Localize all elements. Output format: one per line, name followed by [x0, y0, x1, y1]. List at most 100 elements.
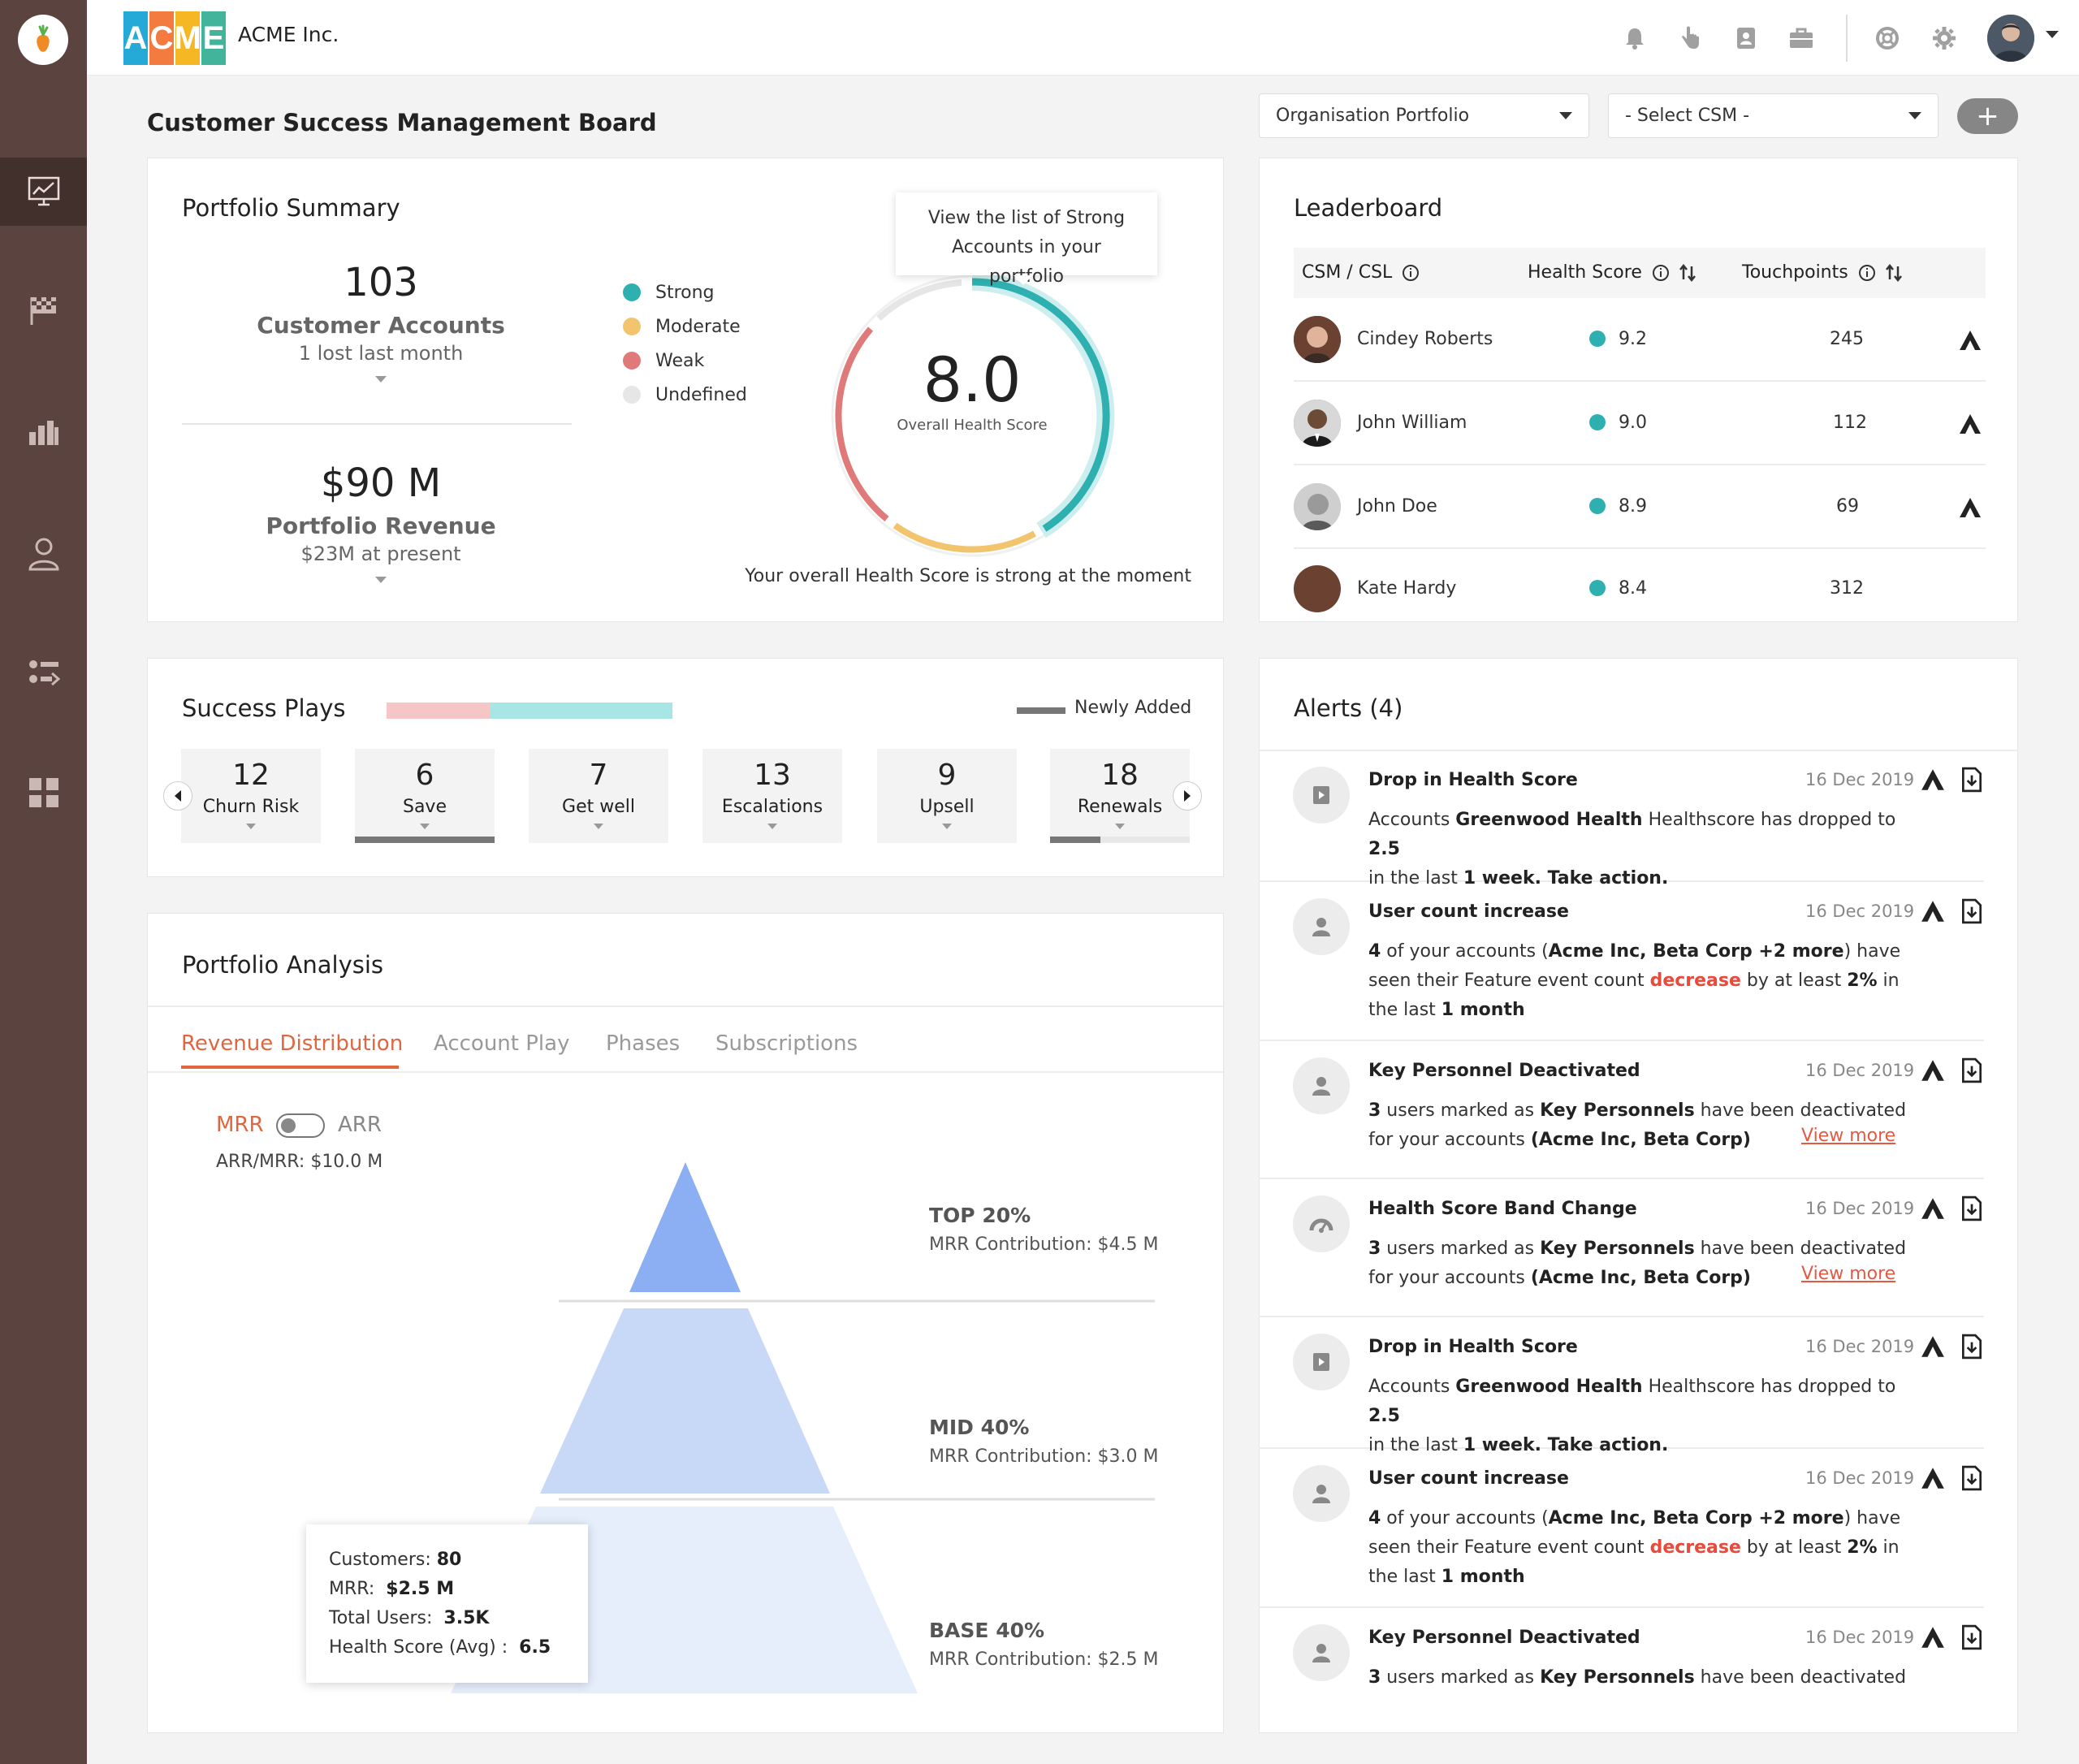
toggle-arr-label[interactable]: ARR [338, 1113, 382, 1137]
alert-item[interactable]: Drop in Health Score 16 Dec 2019 Account… [1259, 750, 1985, 888]
tab-revenue-distribution[interactable]: Revenue Distribution [181, 1031, 404, 1056]
add-button[interactable]: + [1957, 98, 2018, 134]
alert-emphasis: 1 month [1441, 1567, 1525, 1587]
score-dot [1589, 414, 1606, 430]
portfolio-button[interactable] [1786, 23, 1817, 54]
carrot-logo[interactable] [18, 15, 68, 65]
alert-date: 16 Dec 2019 [1805, 1061, 1915, 1080]
download-icon[interactable] [1959, 1624, 1985, 1650]
tab-account-play[interactable]: Account Play [434, 1031, 570, 1056]
assign-icon[interactable] [1920, 1057, 1946, 1083]
chevron-right-icon [1184, 790, 1191, 802]
accounts-summary[interactable]: 103 Customer Accounts 1 lost last month [182, 260, 580, 383]
play-tile-churn-risk[interactable]: 12 Churn Risk [181, 749, 321, 843]
alert-item[interactable]: User count increase 16 Dec 2019 4 of you… [1259, 882, 1984, 1041]
leaderboard-row[interactable]: Kate Hardy 8.4 312 [1294, 549, 1986, 621]
assign-icon[interactable] [1920, 767, 1946, 793]
legend-item[interactable]: Undefined [623, 378, 747, 412]
profile-caret-icon[interactable] [2046, 31, 2059, 38]
sidebar-item-milestones[interactable] [0, 276, 87, 344]
info-icon[interactable] [1402, 264, 1420, 282]
legend-label: Weak [655, 350, 705, 371]
alert-item[interactable]: Key Personnel Deactivated 16 Dec 2019 3 … [1259, 1608, 1984, 1706]
assign-icon[interactable] [1920, 898, 1946, 924]
sidebar-item-reports[interactable] [0, 398, 87, 466]
tile-label: Upsell [919, 797, 975, 817]
assign-icon[interactable] [1920, 1465, 1946, 1491]
toggle-mrr-label[interactable]: MRR [216, 1113, 264, 1137]
portfolio-select[interactable]: Organisation Portfolio [1259, 93, 1589, 138]
view-more-link[interactable]: View more [1801, 1264, 1896, 1284]
touch-button[interactable] [1675, 23, 1705, 54]
assign-icon[interactable] [1920, 1334, 1946, 1360]
leaderboard-row[interactable]: John William 9.0 112 [1294, 382, 1986, 465]
sidebar-item-users[interactable] [0, 520, 87, 588]
alert-item[interactable]: User count increase 16 Dec 2019 4 of you… [1259, 1449, 1984, 1608]
acme-logo[interactable]: A C M E [123, 11, 227, 65]
alert-text: users marked as [1381, 1239, 1541, 1259]
csm-select[interactable]: - Select CSM - [1608, 93, 1939, 138]
col-health[interactable]: Health Score [1528, 262, 1697, 283]
download-icon[interactable] [1959, 1057, 1985, 1083]
info-icon[interactable] [1652, 264, 1670, 282]
tile-label: Get well [562, 797, 635, 817]
col-csm[interactable]: CSM / CSL [1302, 262, 1420, 283]
alert-emphasis: 2% [1847, 971, 1878, 991]
support-button[interactable] [1872, 23, 1903, 54]
contacts-button[interactable] [1731, 23, 1761, 54]
download-icon[interactable] [1959, 767, 1985, 793]
accounts-label: Customer Accounts [257, 312, 505, 339]
info-icon[interactable] [1858, 264, 1876, 282]
alert-title: Drop in Health Score [1368, 1337, 1578, 1357]
col-touchpoints[interactable]: Touchpoints [1742, 262, 1904, 283]
pyramid-top[interactable] [629, 1162, 741, 1292]
avatar[interactable] [1987, 15, 2034, 62]
alert-text: users marked as [1381, 1100, 1541, 1121]
play-tile-save[interactable]: 6 Save [355, 749, 495, 843]
sort-icon[interactable] [1884, 263, 1904, 283]
health-score-donut[interactable] [822, 266, 1122, 566]
pyramid-mid[interactable] [540, 1308, 830, 1494]
download-icon[interactable] [1959, 1465, 1985, 1491]
play-tile-renewals[interactable]: 18 Renewals [1050, 749, 1190, 843]
download-icon[interactable] [1959, 898, 1985, 924]
alert-text: of your accounts ( [1381, 1508, 1549, 1528]
tab-phases[interactable]: Phases [606, 1031, 681, 1056]
prev-button[interactable] [163, 781, 192, 811]
play-tile-escalations[interactable]: 13 Escalations [702, 749, 842, 843]
mrr-arr-toggle[interactable] [276, 1113, 325, 1138]
assign-icon[interactable] [1920, 1195, 1946, 1221]
alert-item[interactable]: Key Personnel Deactivated 16 Dec 2019 3 … [1259, 1041, 1984, 1179]
legend-label: Undefined [655, 384, 747, 405]
tab-subscriptions[interactable]: Subscriptions [715, 1031, 858, 1056]
notifications-button[interactable] [1619, 23, 1650, 54]
alert-item[interactable]: Health Score Band Change 16 Dec 2019 3 u… [1259, 1179, 1984, 1317]
assign-icon[interactable] [1920, 1624, 1946, 1650]
legend-item[interactable]: Strong [623, 275, 747, 309]
legend-item[interactable]: Weak [623, 344, 747, 378]
play-tile-get-well[interactable]: 7 Get well [529, 749, 668, 843]
alert-emphasis: Key Personnels [1540, 1100, 1695, 1121]
legend-item[interactable]: Moderate [623, 309, 747, 344]
chevron-down-icon [1115, 824, 1125, 829]
sort-icon[interactable] [1678, 263, 1697, 283]
user-avatar-icon [1294, 316, 1341, 363]
sidebar-item-playbooks[interactable] [0, 638, 87, 707]
next-button[interactable] [1173, 781, 1202, 811]
sidebar-item-apps[interactable] [0, 759, 87, 827]
toggle-knob [281, 1118, 296, 1133]
settings-button[interactable] [1929, 23, 1960, 54]
revenue-summary[interactable]: $90 M Portfolio Revenue $23M at present [182, 460, 580, 583]
download-icon[interactable] [1959, 1334, 1985, 1360]
download-icon[interactable] [1959, 1195, 1985, 1221]
leaderboard-row[interactable]: John Doe 8.9 69 [1294, 465, 1986, 549]
sidebar-item-dashboard[interactable] [0, 158, 87, 226]
play-tile-upsell[interactable]: 9 Upsell [877, 749, 1017, 843]
user-icon [1312, 1644, 1330, 1662]
leaderboard-row[interactable]: Cindey Roberts 9.2 245 [1294, 298, 1986, 382]
alert-item[interactable]: Drop in Health Score 16 Dec 2019 Account… [1259, 1317, 1985, 1455]
rank-icon [1960, 414, 1981, 434]
alert-emphasis: Acme Inc, Beta Corp +2 more [1548, 1508, 1844, 1528]
revenue-sub: $23M at present [300, 543, 461, 565]
view-more-link[interactable]: View more [1801, 1126, 1896, 1146]
